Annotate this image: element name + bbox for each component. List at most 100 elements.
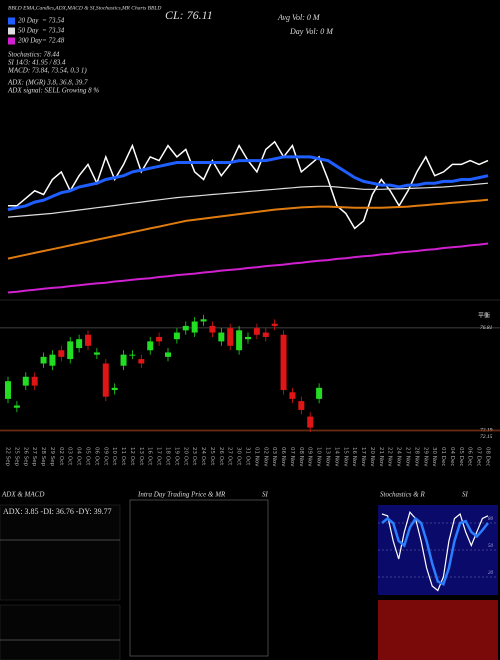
candle-body	[49, 354, 56, 366]
annotation: ADX signal: SELL Growing 8 %	[7, 87, 99, 95]
candle-body	[138, 359, 145, 364]
close-label: CL: 76.11	[165, 8, 213, 22]
annotation: MACD: 73.84, 73.54, 0.3 1)	[7, 67, 87, 75]
candle-body	[289, 392, 296, 399]
series-line	[381, 510, 489, 592]
candle-body	[22, 376, 29, 386]
x-tick-label: 10 Oct	[111, 447, 117, 466]
y-tick-label: 50	[488, 544, 494, 549]
candle-body	[58, 350, 65, 357]
intraday-panel	[129, 499, 269, 657]
legend-value: = 72.48	[42, 37, 65, 45]
annotation: Day Vol: 0 M	[289, 27, 334, 36]
panel-label: 平衡	[478, 311, 490, 319]
legend-value: = 73.54	[42, 17, 65, 25]
x-tick-label: 07 Dec	[476, 447, 482, 466]
x-tick-label: 14 Nov	[333, 447, 339, 467]
x-tick-label: 13 Nov	[325, 447, 331, 467]
x-tick-label: 09 Oct	[102, 447, 108, 466]
candle-body	[218, 332, 225, 342]
candle-body	[120, 354, 127, 366]
series-line	[7, 242, 489, 294]
x-tick-label: 06 Oct	[93, 447, 99, 466]
y-tick-label: 76.81	[480, 325, 493, 331]
series-line	[7, 155, 489, 212]
panel-subtitle: SI	[462, 491, 469, 499]
x-tick-label: 04 Oct	[76, 447, 82, 466]
x-tick-label: 31 Oct	[245, 447, 251, 466]
annotation: BBLD EMA,Candles,ADX,MACD & SI,Stochasti…	[8, 5, 161, 11]
x-tick-label: 16 Oct	[147, 447, 153, 466]
candle-body	[156, 336, 163, 342]
panel-subtitle: SI	[262, 491, 269, 499]
x-tick-label: 03 Oct	[67, 447, 73, 466]
candle-body	[129, 354, 136, 356]
x-tick-label: 06 Dec	[467, 447, 473, 466]
x-tick-label: 26 Oct	[218, 447, 224, 466]
x-tick-label: 24 Oct	[200, 447, 206, 466]
annotation: ADX: (MGR) 3.8, 36.8, 39.7	[7, 79, 88, 87]
adx-panel	[0, 504, 121, 601]
legend-label: 20 Day	[18, 17, 39, 25]
candle-body	[227, 328, 234, 346]
candle-body	[67, 341, 74, 360]
x-tick-label: 05 Dec	[458, 447, 464, 466]
x-tick-label: 01 Dec	[440, 447, 446, 466]
candle-body	[262, 332, 269, 337]
candle-body	[85, 334, 91, 346]
y-tick-label: 72.19	[480, 427, 493, 433]
series-line	[381, 516, 489, 586]
x-tick-label: 04 Dec	[449, 447, 455, 466]
x-tick-label: 22 Sep	[5, 447, 11, 467]
candle-body	[245, 336, 251, 340]
panel-title: ADX & MACD	[1, 491, 44, 499]
x-tick-label: 13 Oct	[138, 447, 144, 466]
x-tick-label: 25 Oct	[209, 447, 215, 466]
x-tick-label: 30 Nov	[431, 447, 437, 467]
candle-body	[200, 319, 207, 322]
x-tick-label: 29 Sep	[49, 447, 55, 467]
candle-body	[280, 334, 287, 391]
annotation: Avg Vol: 0 M	[277, 13, 321, 22]
x-tick-label: 21 Nov	[378, 447, 384, 467]
x-tick-label: 02 Oct	[58, 447, 64, 466]
x-tick-label: 15 Nov	[342, 447, 348, 467]
x-tick-label: 24 Nov	[396, 447, 402, 467]
panel-title: Intra Day Trading Price & MR	[137, 491, 226, 499]
x-tick-label: 29 Nov	[422, 447, 428, 467]
candle-body	[13, 405, 20, 408]
candle-body	[191, 321, 198, 333]
annotation: SI 14/3: 41.95 / 83.4	[8, 59, 66, 67]
y-tick-label: 72.15	[480, 434, 493, 440]
x-tick-label: 03 Nov	[271, 447, 277, 467]
candle-body	[173, 332, 180, 340]
candle-body	[236, 330, 243, 351]
x-tick-label: 08 Nov	[298, 447, 304, 467]
candle-body	[209, 325, 216, 333]
annotation: Stochastics: 78.44	[8, 51, 60, 59]
candle-body	[111, 387, 118, 391]
series-line	[7, 182, 489, 218]
legend-label: 200 Day	[18, 37, 43, 45]
x-tick-label: 27 Nov	[405, 447, 411, 467]
candle-body	[31, 376, 38, 386]
x-tick-label: 17 Nov	[360, 447, 366, 467]
x-tick-label: 27 Sep	[31, 447, 37, 467]
legend-swatch	[8, 27, 15, 35]
legend-label: 50 Day	[18, 27, 39, 35]
x-tick-label: 28 Nov	[413, 447, 419, 467]
candle-body	[76, 339, 83, 349]
candle-body	[40, 356, 47, 364]
x-tick-label: 17 Oct	[156, 447, 162, 466]
candle-body	[5, 381, 11, 399]
series-line	[7, 198, 489, 260]
si-panel	[378, 600, 498, 660]
x-tick-label: 20 Oct	[182, 447, 188, 466]
x-tick-label: 16 Nov	[351, 447, 357, 467]
candle-body	[253, 328, 260, 335]
y-tick-label: 20	[488, 571, 494, 576]
candle-body	[271, 323, 278, 326]
adx-text: ADX: 3.85 -DI: 36.76 -DY: 39.77	[3, 507, 112, 516]
candle-body	[102, 363, 109, 397]
